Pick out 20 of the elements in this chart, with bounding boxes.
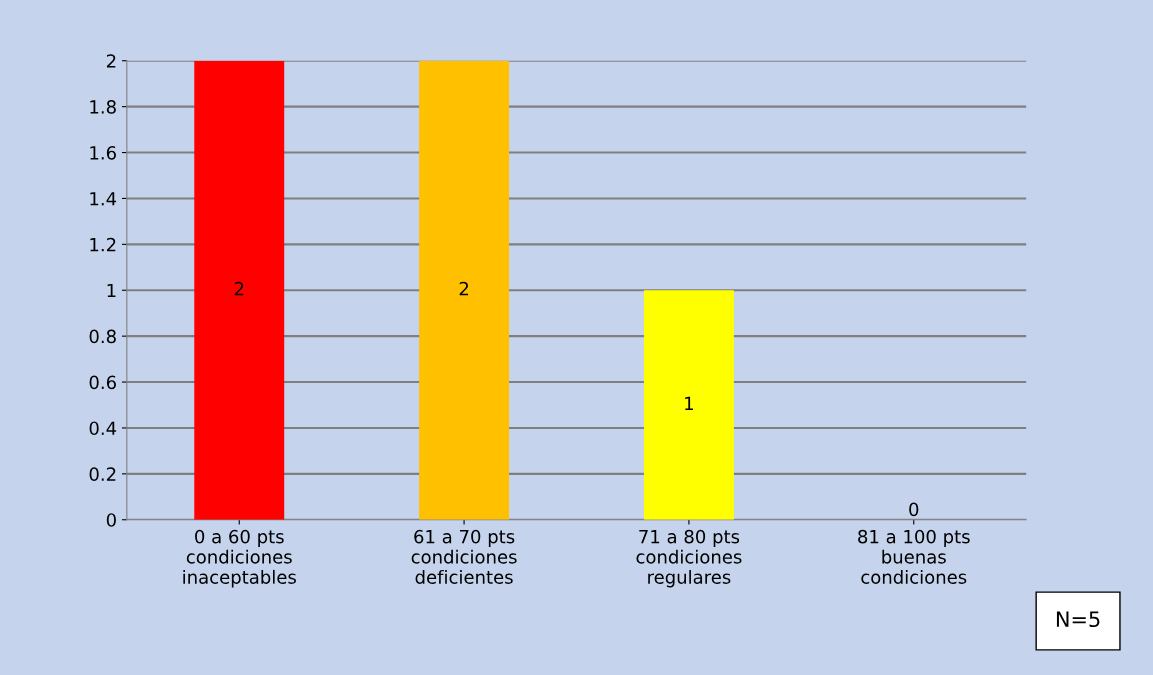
x-tick-label: 61 a 70 pts condiciones deficientes [411, 529, 517, 584]
y-tick-label: 1.4 [90, 192, 117, 206]
data-label: 1 [685, 396, 693, 410]
y-tick-label: 0.8 [89, 329, 116, 344]
text: N=5 [1056, 611, 1100, 628]
y-tick-label: 0.4 [89, 421, 117, 436]
data-label: 2 [459, 281, 469, 296]
y-tick-label: 1.2 [90, 237, 116, 252]
y-tick-label: 0 [106, 513, 116, 527]
x-tick-label: 81 a 100 pts buenas condiciones [858, 529, 970, 584]
y-tick-label: 1.6 [90, 146, 116, 160]
y-tick-label: 1 [107, 283, 116, 298]
y-tick-label: 2 [106, 54, 116, 68]
x-tick-label: 71 a 80 pts condiciones regulares [636, 529, 742, 588]
data-label: 0 [909, 502, 919, 517]
y-tick-label: 0.6 [89, 375, 116, 390]
y-tick-label: 0.2 [89, 467, 116, 481]
y-tick-label: 1.8 [90, 100, 116, 114]
data-label: 2 [234, 281, 244, 296]
x-tick-label: 0 a 60 pts condiciones inaceptables [183, 529, 296, 588]
